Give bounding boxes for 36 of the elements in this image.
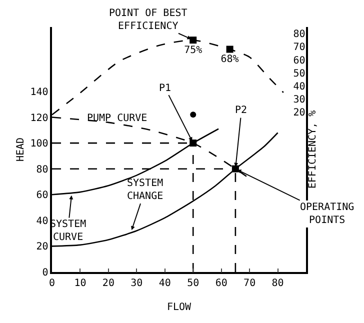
x-tick-label: 70	[244, 278, 256, 289]
y2-tick-label: 80	[293, 29, 306, 40]
y-axis-title: HEAD	[16, 137, 27, 162]
x-tick-label: 10	[74, 278, 86, 289]
y2-tick-label: 40	[293, 81, 306, 92]
y-tick-label: 140	[30, 86, 48, 98]
y-tick-label: 80	[36, 164, 48, 176]
y-tick-label: 40	[36, 216, 48, 227]
x-tick-label: 40	[158, 278, 171, 289]
data-label: 75%	[184, 44, 202, 56]
annotation: POINT OF BEST EFFICIENCY	[109, 8, 188, 32]
x-tick-label: 50	[187, 278, 200, 289]
y2-tick-label: 30	[293, 94, 306, 106]
y-tick-label: 20	[36, 242, 48, 253]
x-axis-title: FLOW	[166, 302, 192, 313]
y-tick-label: 100	[30, 138, 48, 150]
y-tick-label: 0	[42, 268, 48, 278]
annotation: SYSTEM CHANGE	[127, 178, 164, 202]
annotation: PUMP CURVE	[87, 113, 148, 124]
x-tick-label: 20	[102, 278, 114, 289]
annotation: P1	[159, 83, 172, 94]
data-label: 68%	[220, 54, 239, 66]
y2-axis-title: EFFICIENCY, %	[307, 110, 318, 189]
x-tick-label: 0	[48, 278, 56, 289]
y2-tick-label: 70	[293, 42, 306, 54]
y-tick-label: 60	[36, 190, 48, 202]
annotation: OPERATING POINTS	[300, 202, 354, 226]
y-tick-label: 120	[30, 112, 48, 124]
y2-tick-label: 50	[293, 68, 306, 80]
x-tick-label: 80	[272, 278, 284, 289]
y2-tick-label: 60	[293, 55, 306, 66]
annotation: P2	[235, 105, 248, 116]
y2-tick-label: 20	[293, 108, 306, 119]
x-tick-label: 30	[130, 278, 143, 289]
x-tick-label: 60	[215, 278, 228, 289]
annotation: SYSTEM CURVE	[50, 219, 86, 243]
